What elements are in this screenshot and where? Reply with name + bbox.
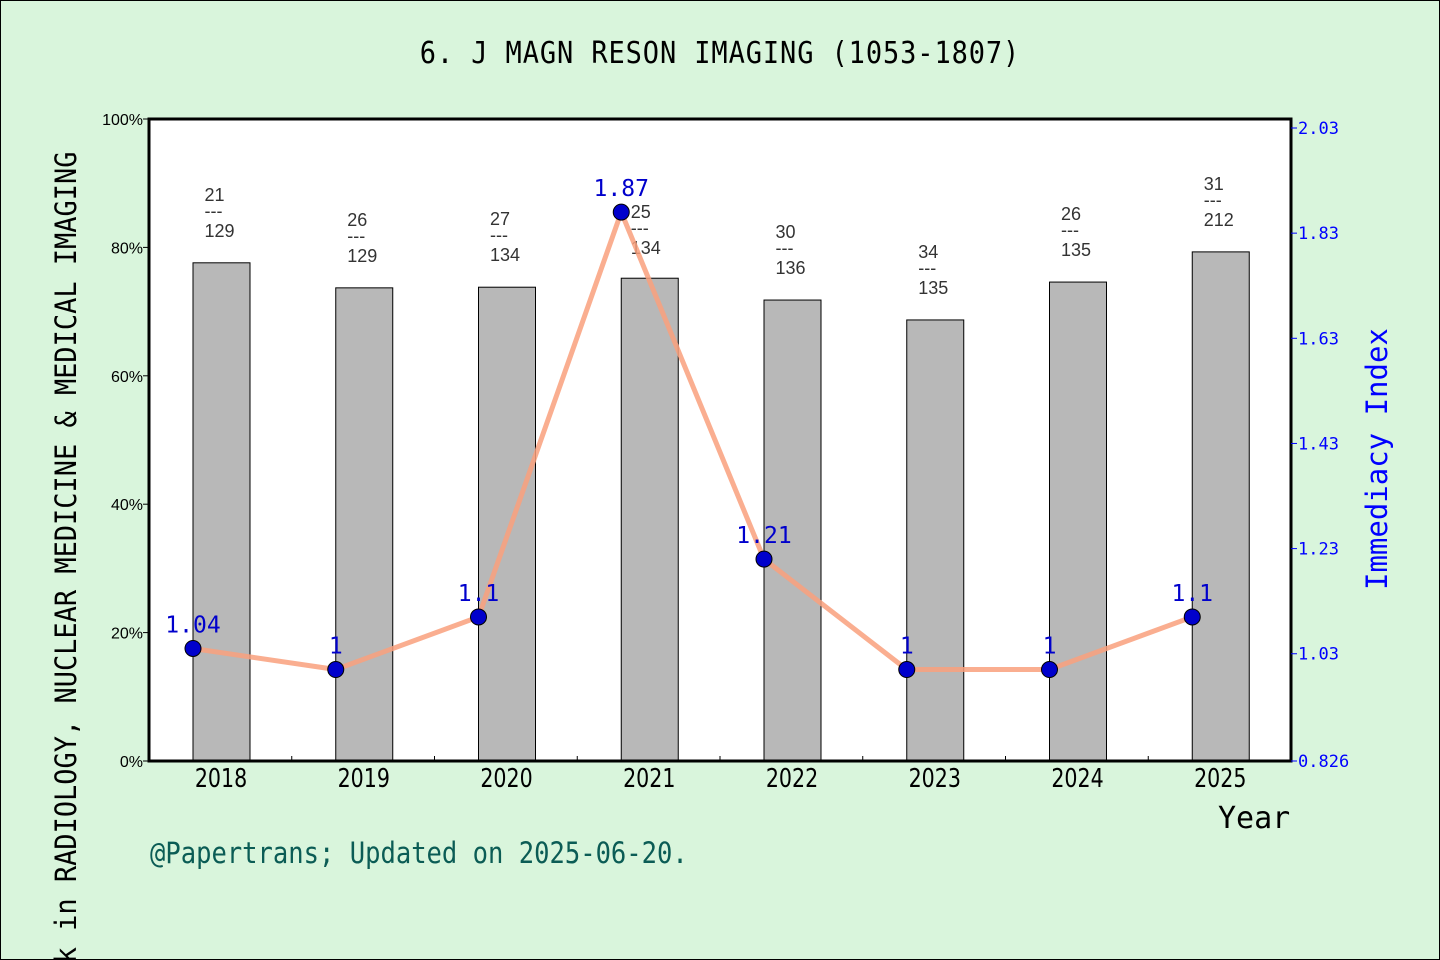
rank-value: 30 — [776, 222, 796, 242]
right-axis-title: Immediacy Index — [1360, 328, 1394, 590]
immediacy-label-2020: 1.1 — [458, 581, 500, 607]
bar-2022 — [763, 299, 822, 762]
x-axis-title: Year — [1218, 801, 1290, 836]
rank-value: 21 — [205, 185, 225, 205]
fraction-bar: --- — [347, 226, 365, 246]
left-tick-label: 40% — [111, 497, 143, 514]
marker-2025 — [1183, 608, 1201, 626]
left-axis: 0% 20% 40% 60% 80% 100% — [102, 112, 149, 771]
bar-2021 — [620, 277, 679, 762]
rank-value: 26 — [1061, 204, 1081, 224]
x-tick-label: 2024 — [1051, 763, 1103, 794]
rank-label-2022: 30---136 — [776, 222, 806, 278]
bar-2024 — [1049, 281, 1107, 762]
x-axis: 2018 2019 2020 2021 2022 2023 2024 2025 — [195, 756, 1246, 794]
total-value: 135 — [1061, 240, 1091, 260]
fraction-bar: --- — [776, 238, 794, 258]
right-tick-label: 0.826 — [1298, 752, 1349, 772]
total-value: 129 — [347, 246, 377, 266]
bar-2018 — [192, 262, 251, 762]
x-tick-label: 2020 — [480, 763, 532, 794]
right-tick-label: 2.03 — [1298, 119, 1339, 139]
line-series — [192, 209, 1194, 673]
total-value: 212 — [1204, 210, 1234, 230]
x-tick-label: 2023 — [909, 763, 961, 794]
total-value: 135 — [918, 278, 948, 298]
fraction-bar: --- — [631, 218, 649, 238]
rank-label-2020: 27---134 — [490, 209, 520, 265]
rank-value: 34 — [918, 242, 938, 262]
immediacy-label-2024: 1 — [1043, 634, 1057, 660]
rank-value: 26 — [347, 210, 367, 230]
right-tick-label: 1.63 — [1298, 329, 1339, 349]
marker-2019 — [327, 661, 345, 679]
left-tick-label: 100% — [102, 112, 143, 129]
right-tick-label: 1.03 — [1298, 645, 1339, 665]
x-tick-label: 2022 — [766, 763, 818, 794]
right-axis: 0.826 1.03 1.23 1.43 1.63 1.83 2.03 — [1291, 119, 1349, 772]
marker-2022 — [755, 550, 773, 568]
chart-title: 6. J MAGN RESON IMAGING (1053-1807) — [419, 36, 1021, 71]
marker-2024 — [1041, 661, 1058, 679]
right-tick-label: 1.23 — [1298, 540, 1339, 560]
right-tick-label: 1.83 — [1298, 224, 1339, 244]
x-tick-label: 2019 — [338, 763, 390, 794]
x-tick-label: 2025 — [1194, 763, 1246, 794]
marker-2020 — [470, 608, 487, 626]
left-tick-label: 20% — [111, 626, 143, 643]
x-tick-label: 2021 — [623, 763, 675, 794]
bar-series — [192, 251, 1250, 762]
fraction-bar: --- — [205, 201, 223, 221]
rank-value: 27 — [490, 209, 510, 229]
total-value: 129 — [205, 221, 235, 241]
immediacy-label-2018: 1.04 — [165, 612, 220, 638]
rank-label-2019: 26---129 — [347, 210, 377, 266]
left-tick-label: 80% — [111, 240, 143, 257]
plot-area — [149, 119, 1291, 761]
immediacy-label-2021: 1.87 — [594, 176, 649, 202]
right-tick-label: 1.43 — [1298, 434, 1339, 454]
fraction-bar: --- — [1204, 190, 1222, 210]
bar-2019 — [335, 287, 394, 762]
x-tick-label: 2018 — [195, 763, 247, 794]
immediacy-label-2019: 1 — [329, 634, 343, 660]
marker-2021 — [612, 203, 630, 221]
rank-label-2018: 21---129 — [205, 185, 235, 241]
marker-2018 — [184, 639, 202, 657]
rank-labels: 21---12926---12927---13425---13430---136… — [205, 174, 1234, 298]
total-value: 134 — [490, 245, 520, 265]
immediacy-line — [192, 209, 1194, 673]
immediacy-label-2022: 1.21 — [736, 523, 791, 549]
immediacy-label-2023: 1 — [900, 634, 914, 660]
left-tick-label: 0% — [120, 754, 143, 771]
left-tick-label: 60% — [111, 369, 143, 386]
bar-2025 — [1191, 251, 1250, 762]
fraction-bar: --- — [490, 225, 508, 245]
bar-2020 — [478, 286, 536, 762]
total-value: 136 — [776, 258, 806, 278]
immediacy-label-2025: 1.1 — [1171, 581, 1213, 607]
fraction-bar: --- — [918, 258, 936, 278]
bar-2023 — [906, 319, 965, 762]
left-axis-title: Rank in RADIOLOGY, NUCLEAR MEDICINE & ME… — [49, 152, 83, 960]
rank-value: 31 — [1204, 174, 1224, 194]
rank-label-2023: 34---135 — [918, 242, 948, 298]
rank-label-2025: 31---212 — [1204, 174, 1234, 230]
rank-value: 25 — [631, 202, 651, 222]
footer-credit: @Papertrans; Updated on 2025-06-20. — [150, 836, 688, 870]
fraction-bar: --- — [1061, 220, 1079, 240]
rank-label-2024: 26---135 — [1061, 204, 1091, 260]
marker-2023 — [898, 661, 916, 679]
